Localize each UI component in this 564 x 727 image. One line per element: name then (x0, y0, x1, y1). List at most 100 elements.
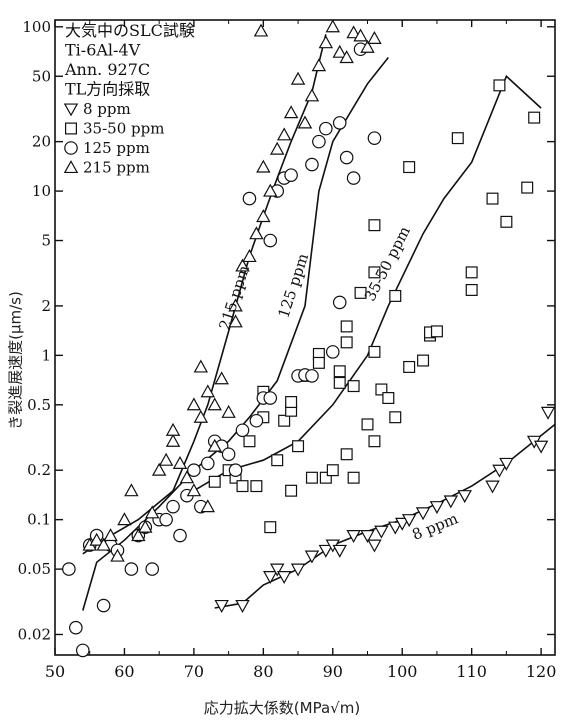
data-point (319, 121, 333, 136)
data-point (250, 480, 263, 493)
data-point (145, 562, 160, 576)
y-tick-label: 0.2 (27, 461, 51, 479)
data-point (346, 171, 361, 185)
data-point (193, 359, 209, 373)
y-tick-label: 5 (41, 232, 51, 250)
data-point (96, 598, 111, 613)
data-point (186, 397, 202, 411)
data-point (200, 456, 215, 471)
data-point (521, 181, 534, 194)
fit-line-label: 35-50 ppm (361, 223, 414, 304)
data-point (347, 380, 360, 393)
fit-line (82, 34, 327, 555)
data-point (228, 298, 243, 312)
data-point (172, 455, 188, 469)
data-point (533, 440, 549, 454)
data-point (305, 471, 318, 484)
data-point (193, 409, 209, 423)
data-point (430, 325, 443, 338)
data-point (235, 599, 250, 613)
data-point (451, 132, 464, 145)
x-tick-label: 80 (253, 662, 273, 681)
data-point (243, 435, 256, 448)
data-point (340, 336, 353, 349)
data-point (417, 354, 430, 367)
x-tick-label: 110 (456, 662, 487, 681)
x-tick-label: 100 (387, 662, 418, 681)
data-point (159, 512, 173, 527)
data-point (270, 141, 285, 155)
data-point (375, 383, 388, 396)
data-point (166, 499, 180, 514)
data-point (263, 183, 278, 197)
legend-entry-label: 35-50 ppm (83, 120, 164, 138)
data-point (63, 160, 79, 174)
data-point (145, 505, 160, 519)
fit-line-label: 125 ppm (274, 251, 312, 320)
data-point (429, 501, 445, 515)
data-point (124, 562, 139, 576)
data-point (325, 19, 340, 33)
data-point (228, 314, 243, 328)
data-point (333, 376, 346, 389)
data-point (332, 44, 347, 58)
data-point (326, 464, 339, 477)
data-point (283, 105, 299, 119)
y-tick-label: 10 (32, 182, 51, 200)
data-point (333, 365, 346, 378)
data-point (367, 539, 382, 553)
y-tick-label: 100 (22, 18, 51, 36)
data-point (208, 475, 221, 488)
y-tick-label: 2 (41, 297, 51, 315)
data-point (165, 433, 181, 447)
data-point (263, 571, 278, 585)
legend-entry-label: 8 ppm (83, 100, 131, 118)
data-point (465, 266, 478, 279)
data-point (339, 150, 354, 165)
data-point (443, 495, 459, 509)
data-point (500, 215, 513, 228)
data-point (403, 161, 416, 174)
data-point (368, 345, 381, 358)
fit-line-label: 8 ppm (410, 509, 461, 544)
data-point (207, 438, 222, 452)
fit-line (214, 423, 556, 609)
data-point (96, 537, 111, 551)
data-point (388, 521, 403, 535)
data-point (235, 258, 250, 272)
data-point (221, 447, 236, 462)
data-point (297, 115, 313, 129)
data-point (75, 643, 90, 658)
y-tick-label: 0.5 (27, 396, 51, 414)
data-point (256, 159, 271, 173)
data-point (325, 345, 340, 359)
data-point (235, 423, 250, 438)
data-point (124, 483, 139, 497)
data-point (290, 71, 306, 85)
data-point (276, 571, 292, 585)
data-point (360, 530, 375, 544)
data-point (382, 392, 395, 405)
x-axis-title: 応力拡大係数(MPa√m) (203, 699, 361, 717)
data-point (395, 517, 410, 531)
data-point (332, 116, 347, 130)
data-point (242, 191, 257, 206)
fit-line-label: 215 ppm (215, 263, 253, 332)
y-tick-label: 0.02 (18, 625, 51, 643)
data-point (361, 418, 374, 431)
data-point (110, 548, 125, 562)
data-point (465, 283, 478, 296)
data-point (284, 168, 298, 182)
data-point (103, 528, 118, 542)
data-point (389, 411, 402, 424)
data-point (305, 369, 319, 383)
data-point (263, 233, 278, 248)
x-tick-label: 70 (184, 662, 204, 681)
data-point (493, 79, 506, 92)
data-point (64, 141, 78, 155)
data-point (353, 28, 368, 42)
data-point (368, 266, 381, 279)
data-point (214, 371, 229, 385)
